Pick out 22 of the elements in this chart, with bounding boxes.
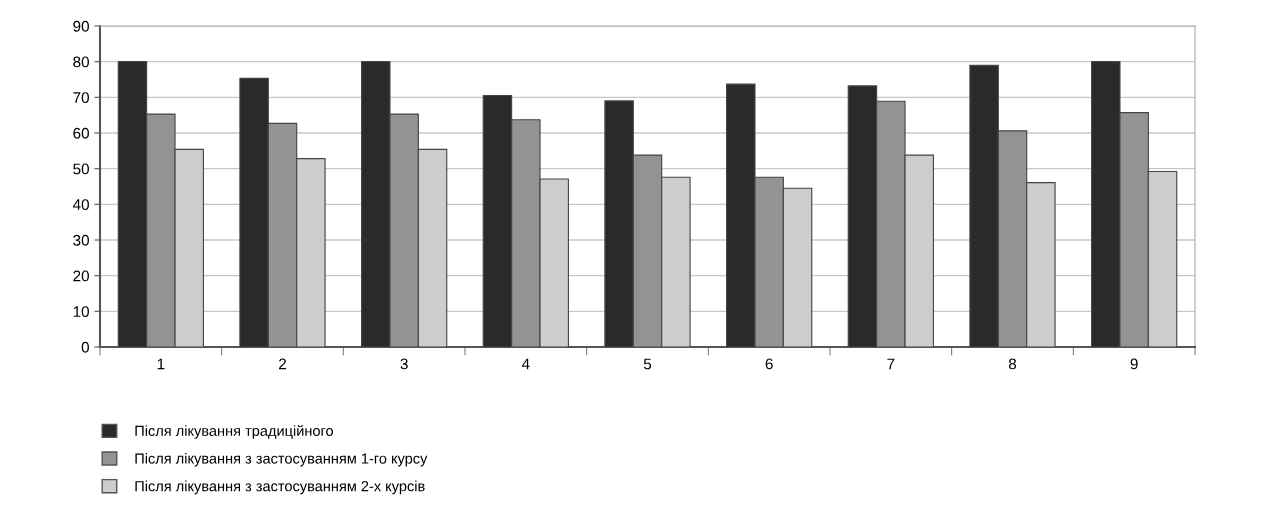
x-tick-label: 7 bbox=[887, 358, 895, 370]
x-tick-label: 6 bbox=[765, 358, 773, 370]
y-tick-label: 20 bbox=[73, 270, 89, 282]
y-tick-label: 70 bbox=[73, 92, 89, 104]
x-tick-label: 3 bbox=[400, 358, 408, 370]
x-tick-label: 5 bbox=[643, 358, 652, 370]
y-tick-label: 60 bbox=[73, 127, 89, 139]
y-tick-label: 30 bbox=[73, 234, 89, 246]
x-tick-label: 2 bbox=[279, 358, 286, 370]
y-tick-label: 80 bbox=[73, 56, 89, 68]
y-tick-label: 0 bbox=[81, 341, 89, 353]
x-tick-label: 9 bbox=[1130, 358, 1138, 370]
legend-label: Після лікування з застосуванням 2-х курсів bbox=[135, 480, 425, 495]
y-tick-label: 50 bbox=[73, 163, 89, 175]
x-tick-label: 4 bbox=[521, 358, 530, 370]
x-tick-label: 8 bbox=[1008, 358, 1017, 370]
y-tick-label: 10 bbox=[73, 306, 89, 318]
legend-label: Після лікування з застосуванням 1-го курсу bbox=[135, 452, 428, 467]
y-tick-label: 90 bbox=[73, 20, 89, 32]
legend-label: Після лікування традиційного bbox=[135, 425, 334, 439]
x-tick-label: 1 bbox=[157, 358, 165, 370]
y-tick-label: 40 bbox=[72, 199, 89, 211]
